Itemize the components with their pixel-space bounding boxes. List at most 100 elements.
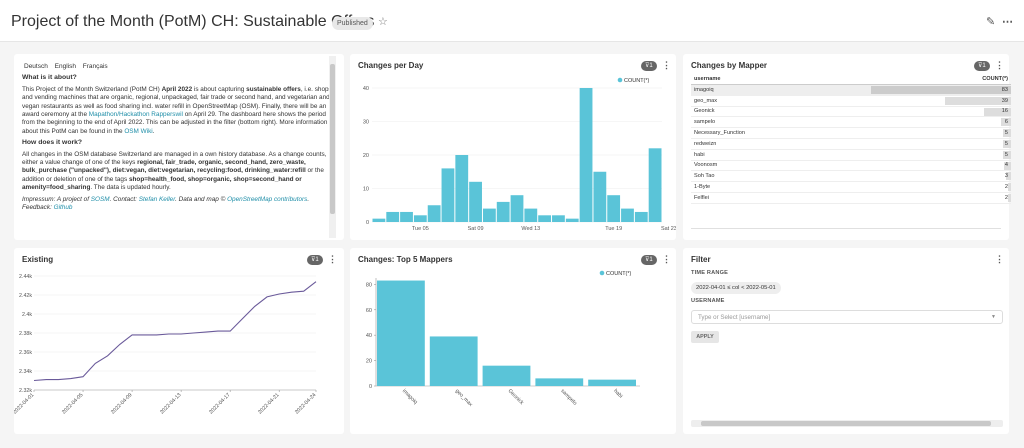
bar: [535, 378, 584, 386]
panel-title: Filter: [691, 255, 711, 264]
table-row[interactable]: 1-Byte 2: [691, 181, 1011, 193]
top5-chart: 0 20 40 60 80 imagoiq geo_max Geonick sampelo hab…: [366, 270, 640, 408]
filter-badge[interactable]: ⊽1: [307, 255, 323, 265]
column-header-count[interactable]: COUNT(*): [871, 74, 1011, 85]
more-icon[interactable]: ⋯: [1002, 16, 1013, 28]
sosm-link[interactable]: SOSM: [90, 195, 110, 203]
bar: [593, 171, 607, 222]
x-tick-label: Wed 13: [521, 226, 540, 232]
osm-wiki-link[interactable]: OSM Wiki: [124, 127, 153, 135]
x-tick-label: 2022-04-05: [61, 392, 84, 415]
osm-link[interactable]: OpenStreetMap contributors: [227, 195, 308, 203]
bar: [552, 215, 565, 222]
filter-badge[interactable]: ⊽1: [974, 61, 990, 71]
count-value: 16: [1001, 108, 1008, 115]
changes-per-day-chart: 0 10 20 30 40 Tue 05 Sat 09 Wed 13 Tue 19 Sat 23 C…: [363, 77, 676, 232]
x-tick-label: sampelo: [559, 388, 577, 406]
y-tick-label: 2.32k: [19, 388, 32, 394]
about-markdown: Deutsch English Français What is it abou…: [22, 60, 337, 240]
legend-label: COUNT(*): [624, 78, 650, 84]
username-cell: redweizn: [691, 138, 871, 150]
table-row[interactable]: Soh Tao 3: [691, 170, 1011, 183]
count-bar: [945, 96, 1011, 105]
github-link[interactable]: Github: [53, 204, 73, 212]
chevron-down-icon: ▼: [991, 314, 996, 320]
filter-icon: ⊽: [978, 63, 983, 69]
lang-fr-link[interactable]: Français: [82, 63, 108, 70]
about-scrollbar[interactable]: [329, 56, 336, 238]
count-cell: 2: [871, 192, 1011, 204]
about-paragraph: This Project of the Month Switzerland (P…: [22, 85, 332, 135]
count-bar: [1005, 172, 1011, 181]
count-bar: [983, 107, 1011, 116]
count-cell: 5: [871, 138, 1011, 150]
panel-title: Changes per Day: [358, 61, 424, 70]
kebab-menu-icon[interactable]: ⋮: [662, 254, 671, 264]
username-select[interactable]: Type or Select [username] ▼: [691, 310, 1003, 324]
time-range-chip[interactable]: 2022-04-01 ≤ col < 2022-05-01: [691, 282, 781, 294]
mapathon-link[interactable]: Mapathon/Hackathon Rapperswil: [88, 111, 183, 119]
filter-panel: Filter ⋮ TIME RANGE 2022-04-01 ≤ col < 2…: [683, 248, 1009, 434]
bar: [565, 218, 579, 222]
count-value: 83: [1001, 86, 1008, 93]
table-row[interactable]: Geonick 16: [691, 106, 1011, 118]
bar: [441, 168, 455, 222]
bar: [524, 208, 538, 222]
username-cell: habi: [691, 149, 871, 161]
status-badge: Published: [332, 17, 373, 30]
count-cell: 2: [871, 181, 1011, 193]
table-row[interactable]: Voonosm 4: [691, 160, 1011, 172]
table-row[interactable]: habi 5: [691, 149, 1011, 161]
apply-button[interactable]: APPLY: [691, 331, 719, 343]
x-tick-label: Sat 23: [661, 226, 676, 232]
kebab-menu-icon[interactable]: ⋮: [328, 254, 337, 264]
x-tick-label: Geonick: [507, 388, 525, 406]
count-bar: [1002, 129, 1011, 138]
y-tick-label: 30: [363, 120, 369, 126]
username-cell: sampelo: [691, 116, 871, 129]
lang-de-link[interactable]: Deutsch: [24, 63, 48, 70]
y-tick-label: 2.38k: [19, 331, 32, 337]
y-tick-label: 0: [366, 220, 369, 226]
table-row[interactable]: geo_max 39: [691, 95, 1011, 107]
table-row[interactable]: Felflei 2: [691, 192, 1011, 204]
y-tick-label: 80: [366, 282, 372, 288]
existing-chart: 2.32k 2.34k 2.36k 2.38k 2.4k 2.42k 2.44k 2022-0…: [14, 274, 317, 416]
kebab-menu-icon[interactable]: ⋮: [995, 60, 1004, 70]
count-value: 5: [1004, 151, 1008, 158]
scroll-thumb[interactable]: [330, 64, 335, 214]
star-icon[interactable]: ☆: [378, 16, 388, 28]
scroll-thumb[interactable]: [701, 421, 991, 426]
how-paragraph: All changes in the OSM database Switzerl…: [22, 150, 327, 192]
filter-badge[interactable]: ⊽1: [641, 61, 657, 71]
kebab-menu-icon[interactable]: ⋮: [995, 254, 1004, 264]
count-bar: [1007, 193, 1011, 202]
username-cell: imagoiq: [691, 84, 871, 96]
table-row[interactable]: Necessary_Function 5: [691, 127, 1011, 139]
count-cell: 16: [871, 106, 1011, 118]
username-placeholder: Type or Select [username]: [698, 314, 771, 321]
impressum: Impressum: A project of SOSM. Contact: S…: [22, 195, 310, 212]
count-cell: 39: [871, 95, 1011, 107]
contact-link[interactable]: Stefan Keller: [138, 195, 176, 203]
table-row[interactable]: redweizn 5: [691, 138, 1011, 150]
username-cell: Geonick: [691, 106, 871, 118]
kebab-menu-icon[interactable]: ⋮: [662, 60, 671, 70]
filter-badge[interactable]: ⊽1: [641, 255, 657, 265]
filter-scrollbar[interactable]: [691, 420, 1003, 427]
y-tick-label: 40: [363, 86, 369, 92]
legend-label: COUNT(*): [606, 271, 632, 277]
changes-per-day-panel: Changes per Day ⊽1 ⋮ 0 10 20 30 40 Tue 05 Sat …: [350, 54, 676, 240]
y-tick-label: 60: [366, 308, 372, 314]
bar: [377, 280, 425, 386]
bar: [482, 208, 496, 222]
filter-icon: ⊽: [311, 257, 316, 263]
bar: [429, 336, 478, 386]
table-row[interactable]: sampelo 6: [691, 116, 1011, 129]
column-header-username[interactable]: username: [691, 74, 871, 85]
count-cell: 83: [871, 84, 1011, 96]
pencil-icon[interactable]: ✎: [986, 16, 996, 28]
table-row[interactable]: imagoiq 83: [691, 84, 1011, 96]
lang-en-link[interactable]: English: [54, 63, 76, 70]
filter-icon: ⊽: [645, 63, 650, 69]
